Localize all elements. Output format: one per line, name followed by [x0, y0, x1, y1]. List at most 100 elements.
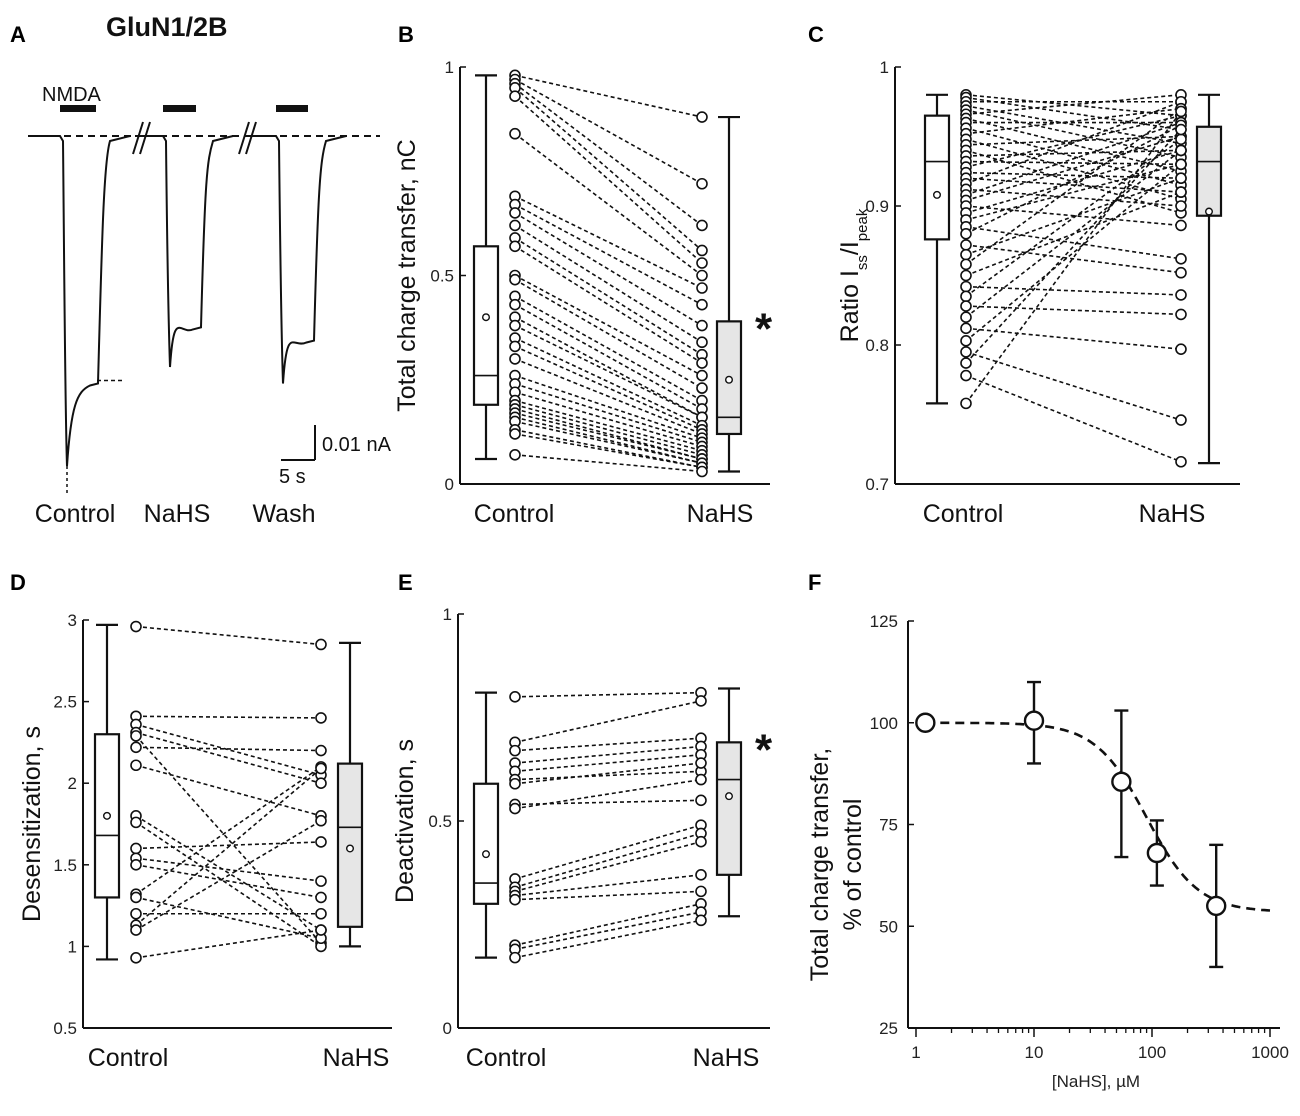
- control-point: [130, 924, 142, 936]
- panel-label-f: F: [808, 570, 821, 595]
- pair-line: [965, 149, 1182, 157]
- control-point: [509, 690, 521, 703]
- y-axis-label: Deactivation, s: [391, 739, 419, 903]
- control-point: [509, 207, 521, 219]
- pair-line: [965, 285, 1182, 296]
- control-point: [509, 893, 521, 906]
- scalebar-time-label: 5 s: [279, 466, 306, 488]
- pair-line: [514, 911, 702, 951]
- axis-break-mark: [132, 121, 144, 155]
- nahs-point: [315, 712, 327, 724]
- y-tick-label: 0.8: [865, 336, 889, 355]
- nmda-label: NMDA: [42, 84, 102, 106]
- nahs-mean: [725, 792, 734, 801]
- panel-d-desensitization: 0.5 1 1.5 2 2.5 3 Control NaHS Desensitization, …: [18, 611, 392, 1072]
- current-trace: [32, 135, 131, 467]
- pair-line: [135, 841, 322, 850]
- data-point: [1023, 710, 1045, 731]
- y-tick-label: 2.5: [53, 693, 77, 712]
- panel-a-traces: GluN1/2B NMDA Control NaHS Wash 0.01 nA …: [28, 12, 392, 528]
- pair-line: [965, 108, 1182, 266]
- panel-e-deactivation: 0 0.5 1 Control NaHS Deactivation, s *: [391, 605, 773, 1072]
- pair-line: [965, 124, 1182, 235]
- pair-line: [514, 383, 703, 444]
- pair-line: [965, 109, 1182, 159]
- pair-line: [514, 212, 703, 327]
- control-mean: [933, 190, 942, 199]
- panel-c-iss-ipeak-ratio: 0.7 0.8 0.9 1 Control NaHS Ratio Iss/Ipeak: [836, 58, 1240, 528]
- control-point: [130, 907, 142, 920]
- pair-line: [514, 278, 703, 389]
- pair-line: [514, 295, 703, 402]
- figure-title: GluN1/2B: [106, 12, 228, 42]
- control-point: [509, 319, 521, 332]
- nahs-point: [696, 382, 708, 394]
- pair-line: [514, 903, 702, 946]
- pair-line: [965, 121, 1182, 196]
- y-axis-label: Total charge transfer, nC: [393, 139, 421, 411]
- scalebar-current-label: 0.01 nA: [322, 434, 392, 456]
- pair-line: [514, 316, 703, 418]
- control-point: [960, 311, 972, 324]
- pair-line: [965, 226, 1182, 260]
- pair-line: [514, 420, 703, 464]
- control-point: [960, 239, 972, 251]
- pair-line: [965, 101, 1182, 185]
- pair-line: [965, 96, 1182, 131]
- pair-line: [965, 177, 1182, 256]
- data-point: [1111, 771, 1132, 792]
- pair-line: [965, 114, 1182, 168]
- control-mean: [102, 811, 111, 820]
- nahs-point: [695, 695, 707, 707]
- nahs-point: [315, 777, 327, 790]
- pair-line: [514, 245, 703, 364]
- nahs-mean: [346, 844, 355, 853]
- pair-line: [514, 374, 703, 439]
- y-tick-label: 0: [443, 1019, 452, 1038]
- trace-label-wash: Wash: [253, 500, 316, 528]
- y-axis-label: Ratio Iss/Ipeak: [836, 208, 871, 342]
- pair-line: [965, 149, 1182, 214]
- trace-label-nahs: NaHS: [144, 500, 211, 528]
- y-tick-label: 0.5: [428, 812, 452, 831]
- nahs-point: [1175, 343, 1187, 355]
- pair-line: [514, 74, 703, 118]
- pair-line: [514, 203, 703, 306]
- nahs-point: [696, 336, 708, 349]
- x-category-nahs: NaHS: [1139, 500, 1206, 528]
- y-tick-label: 100: [870, 714, 898, 733]
- pair-line: [965, 163, 1182, 221]
- y-tick-label: 1: [443, 605, 452, 624]
- control-point: [960, 280, 972, 293]
- panel-label-b: B: [398, 22, 414, 47]
- nahs-point: [696, 177, 708, 190]
- nahs-point: [1175, 105, 1187, 118]
- pair-line: [514, 391, 703, 448]
- nahs-point: [696, 319, 708, 332]
- nahs-point: [696, 111, 708, 123]
- pair-line: [135, 625, 322, 646]
- pair-line: [965, 244, 1182, 274]
- control-point: [509, 777, 521, 790]
- pair-line: [135, 735, 322, 944]
- pair-line: [135, 896, 322, 940]
- y-tick-label: 125: [870, 612, 898, 631]
- control-point: [509, 340, 521, 353]
- axis-break-mark: [245, 121, 257, 155]
- pair-line: [135, 715, 322, 719]
- axis-break-mark: [238, 121, 250, 155]
- y-label-main: Ratio I: [836, 270, 864, 342]
- control-point: [960, 335, 972, 347]
- y-label-sub-ss: ss: [854, 255, 871, 270]
- control-point: [960, 397, 972, 410]
- pair-line: [514, 840, 702, 893]
- y-label-sub-peak: peak: [854, 208, 871, 241]
- axis-break-mark: [139, 121, 151, 155]
- pair-line: [135, 764, 322, 817]
- control-point: [960, 269, 972, 282]
- nmda-application-bar: [276, 105, 308, 112]
- data-point: [1206, 895, 1227, 917]
- pair-line: [514, 399, 703, 452]
- pair-line: [965, 117, 1182, 173]
- pair-line: [514, 78, 703, 185]
